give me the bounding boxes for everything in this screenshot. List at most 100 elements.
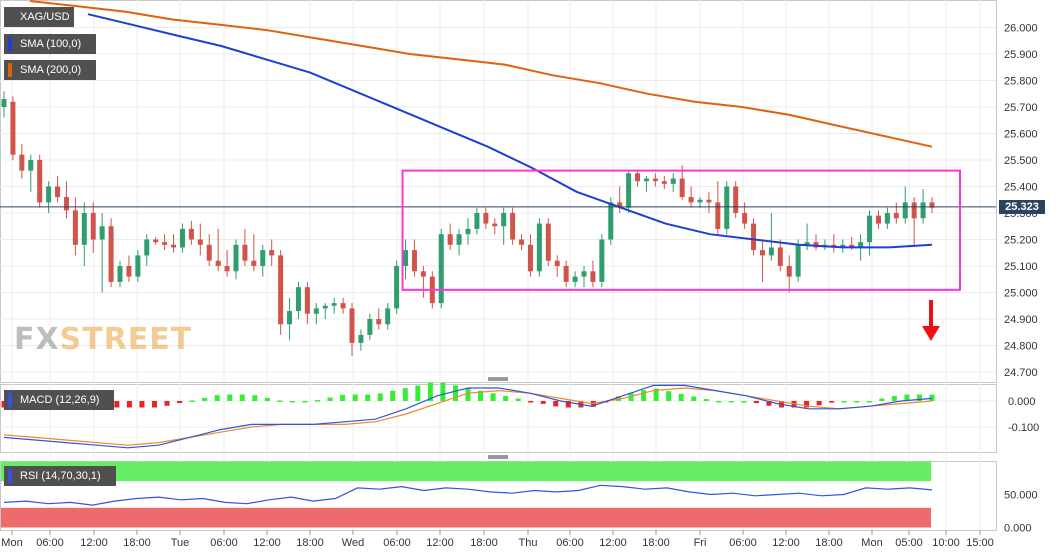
pane-frame xyxy=(0,384,997,453)
candle-up xyxy=(260,250,266,266)
candle-up xyxy=(367,319,373,335)
macd-histogram-bar-positive xyxy=(703,399,709,401)
macd-tick-label: 0.000 xyxy=(1008,396,1036,408)
macd-histogram-bar-positive xyxy=(277,400,283,402)
candle-up xyxy=(626,173,632,208)
macd-histogram-bar-negative xyxy=(540,401,546,404)
rsi-neutral-band xyxy=(1,481,931,508)
candle-down xyxy=(206,244,212,261)
candle-up xyxy=(358,334,364,343)
pane-frame xyxy=(0,0,997,383)
macd-histogram-bar-positive xyxy=(415,385,421,401)
macd-histogram-bar-negative xyxy=(139,401,145,408)
macd-histogram-bar-positive xyxy=(390,390,396,401)
candle-down xyxy=(411,250,417,272)
candle-up xyxy=(403,250,409,266)
macd-histogram-bar-negative xyxy=(528,401,534,403)
macd-histogram-bar-positive xyxy=(716,401,722,403)
candle-down xyxy=(733,186,739,213)
candle-down xyxy=(617,202,623,208)
macd-histogram-bar-positive xyxy=(189,400,195,402)
macd-histogram-bar-positive xyxy=(264,397,270,401)
candle-down xyxy=(661,181,667,184)
x-tick-label: Fri xyxy=(694,537,707,549)
price-tick-label: 25.500 xyxy=(1004,155,1038,167)
x-tick-label: 12:00 xyxy=(426,537,454,549)
candle-up xyxy=(135,255,141,277)
macd-histogram-bar-positive xyxy=(854,401,860,403)
macd-histogram-bar-positive xyxy=(239,394,245,401)
x-tick-label: 12:00 xyxy=(599,537,627,549)
macd-histogram-bar-positive xyxy=(691,396,697,401)
candle-up xyxy=(117,266,123,282)
sma200-legend: SMA (200,0) xyxy=(4,60,96,80)
price-tick-label: 25.200 xyxy=(1004,235,1038,247)
macd-histogram-bar-positive xyxy=(916,394,922,401)
price-tick-label: 25.400 xyxy=(1004,182,1038,194)
candle-up xyxy=(608,202,614,240)
macd-histogram-bar-positive xyxy=(904,394,910,401)
macd-histogram-bar-positive xyxy=(340,394,346,401)
price-tick-label: 25.800 xyxy=(1004,76,1038,88)
candle-down xyxy=(527,244,533,272)
x-tick-label: 12:00 xyxy=(253,537,281,549)
x-tick-label: Mon xyxy=(1,537,22,549)
candle-up xyxy=(295,287,301,312)
x-tick-label: 18:00 xyxy=(815,537,843,549)
macd-histogram-bar-positive xyxy=(728,401,734,403)
price-tick-label: 25.700 xyxy=(1004,102,1038,114)
candle-down xyxy=(777,247,783,266)
candle-up xyxy=(599,239,605,282)
x-tick-label: Mon xyxy=(861,537,882,549)
candle-down xyxy=(911,202,917,219)
candle-down xyxy=(759,250,765,256)
candle-up xyxy=(456,234,462,245)
macd-histogram-bar-positive xyxy=(365,394,371,401)
macd-histogram-bar-positive xyxy=(327,397,333,401)
sma100-line xyxy=(87,13,933,249)
candle-down xyxy=(72,210,78,245)
candle-down xyxy=(519,239,525,245)
macd-histogram-bar-positive xyxy=(402,388,408,401)
macd-histogram-bar-positive xyxy=(678,393,684,401)
candle-down xyxy=(929,202,935,208)
candle-up xyxy=(28,160,34,171)
x-tick-label: 05:00 xyxy=(895,537,923,549)
candle-up xyxy=(902,202,908,219)
macd-histogram-bar-positive xyxy=(641,390,647,401)
candle-down xyxy=(215,260,221,266)
x-tick-label: 15:00 xyxy=(966,537,994,549)
candle-down xyxy=(849,244,855,248)
range-rectangle xyxy=(401,169,961,291)
x-tick-label: 12:00 xyxy=(80,537,108,549)
macd-swatch-icon xyxy=(8,393,12,407)
candle-up xyxy=(385,308,391,325)
macd-histogram-bar-positive xyxy=(315,400,321,402)
macd-histogram-bar-positive xyxy=(666,391,672,401)
candle-down xyxy=(554,260,560,266)
candle-down xyxy=(875,215,881,224)
candle-up xyxy=(438,234,444,304)
candle-up xyxy=(1,99,7,107)
candle-down xyxy=(171,244,177,248)
candle-down xyxy=(715,202,721,229)
x-tick-label: 06:00 xyxy=(383,537,411,549)
macd-histogram-bar-positive xyxy=(879,398,885,401)
x-tick-label: 18:00 xyxy=(642,537,670,549)
macd-histogram-bar-positive xyxy=(866,401,872,403)
macd-histogram-bar-negative xyxy=(126,401,132,408)
macd-histogram-bar-negative xyxy=(553,401,559,407)
macd-histogram-bar-positive xyxy=(503,395,509,401)
candle-down xyxy=(55,186,61,198)
macd-histogram-bar-positive xyxy=(289,401,295,403)
price-tick-label: 25.100 xyxy=(1004,261,1038,273)
macd-histogram-bar-positive xyxy=(841,401,847,403)
price-tick-label: 25.600 xyxy=(1004,129,1038,141)
x-tick-label: 06:00 xyxy=(36,537,64,549)
candle-down xyxy=(278,255,284,325)
candle-down xyxy=(304,287,310,314)
candle-up xyxy=(233,244,239,272)
price-tick-label: 25.000 xyxy=(1004,288,1038,300)
candle-up xyxy=(670,178,676,184)
macd-tick-label: -0.100 xyxy=(1008,422,1039,434)
